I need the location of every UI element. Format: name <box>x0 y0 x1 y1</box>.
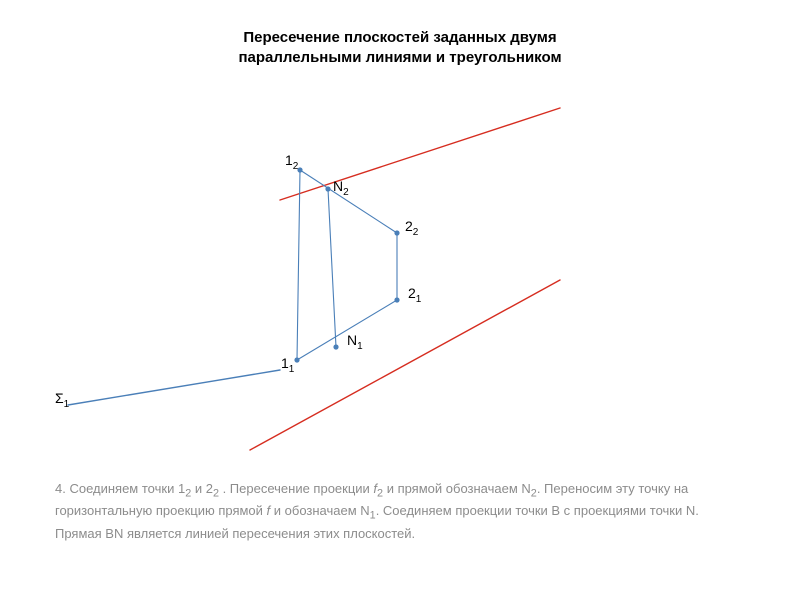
diagram-line <box>297 170 300 360</box>
diagram-line <box>250 280 560 450</box>
diagram-line <box>328 189 336 347</box>
diagram-point <box>394 230 399 235</box>
diagram-point <box>294 357 299 362</box>
point-label-N1: N1 <box>347 332 363 352</box>
point-label-N2: N2 <box>333 178 349 198</box>
point-label-two_one: 21 <box>408 285 421 305</box>
diagram-point <box>325 186 330 191</box>
diagram-line <box>68 370 280 405</box>
diagram-line <box>280 108 560 200</box>
point-label-one_two: 12 <box>285 152 298 172</box>
diagram-point <box>333 344 338 349</box>
diagram-point <box>394 297 399 302</box>
point-label-one_one: 11 <box>281 355 294 375</box>
step-caption: 4. Соединяем точки 12 и 22 . Пересечение… <box>55 480 745 543</box>
point-label-two_two: 22 <box>405 218 418 238</box>
point-label-sigma1: Σ1 <box>55 390 69 410</box>
